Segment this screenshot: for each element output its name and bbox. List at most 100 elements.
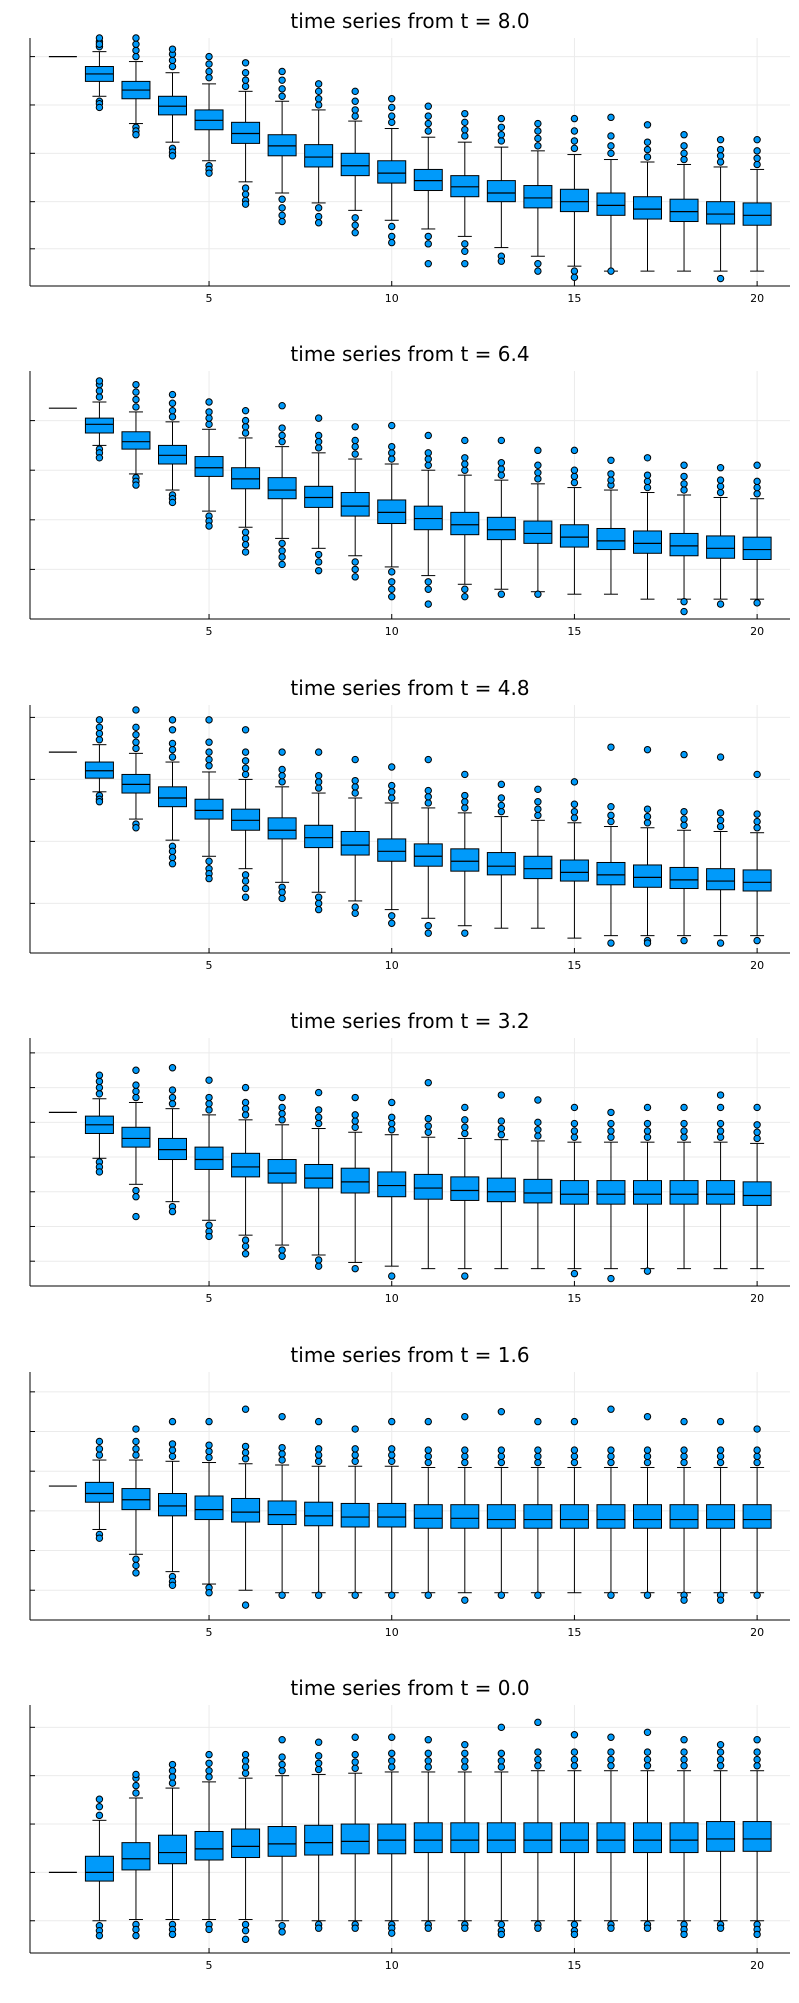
outlier-point: [461, 109, 469, 118]
outlier-point: [461, 929, 469, 937]
outlier-point: [314, 1113, 323, 1122]
outlier-point: [314, 1417, 323, 1426]
box-body: [413, 1173, 443, 1200]
outlier-point: [497, 1591, 506, 1599]
outlier-point: [278, 1928, 286, 1936]
box-15: [559, 1731, 589, 1939]
outlier-point: [388, 118, 396, 127]
outlier-point: [132, 1931, 140, 1940]
outlier-point: [607, 1733, 615, 1741]
box-8: [304, 80, 334, 227]
outlier-point: [753, 1458, 761, 1467]
outlier-point: [351, 1425, 359, 1433]
outlier-point: [461, 1924, 469, 1932]
box-10: [377, 95, 407, 247]
outlier-point: [168, 1930, 177, 1939]
box-11: [413, 755, 443, 937]
outlier-point: [168, 1452, 177, 1461]
outlier-point: [534, 805, 542, 813]
outlier-point: [461, 466, 469, 474]
outlier-point: [607, 267, 615, 275]
outlier-point: [461, 1763, 469, 1771]
box-body: [121, 773, 151, 794]
x-tick-label: 5: [206, 959, 213, 972]
box-body: [304, 1824, 334, 1856]
box-14: [523, 446, 553, 598]
outlier-point: [716, 488, 725, 497]
box-17: [633, 454, 662, 600]
box-8: [304, 748, 334, 914]
box-10: [377, 1098, 407, 1280]
box-5: [194, 1417, 224, 1597]
outlier-point: [716, 476, 725, 484]
outlier-point: [424, 585, 432, 593]
outlier-point: [607, 1762, 615, 1770]
outlier-point: [643, 1924, 652, 1932]
box-body: [231, 1828, 261, 1859]
outlier-point: [716, 1924, 725, 1932]
outlier-point: [241, 1757, 250, 1765]
box-body: [340, 1502, 370, 1528]
box-3: [121, 1066, 151, 1221]
box-10: [377, 763, 407, 927]
outlier-point: [497, 1124, 506, 1133]
outlier-point: [351, 1264, 359, 1273]
outlier-point: [314, 905, 323, 914]
outlier-point: [241, 1926, 250, 1935]
box-body: [523, 855, 553, 880]
outlier-point: [168, 745, 177, 754]
outlier-point: [607, 743, 615, 751]
x-tick-label: 15: [567, 1292, 581, 1305]
outlier-point: [278, 1736, 286, 1744]
box-body: [742, 1181, 772, 1206]
outlier-point: [314, 1752, 323, 1760]
outlier-point: [314, 1119, 323, 1128]
outlier-point: [132, 731, 140, 739]
outlier-point: [680, 1103, 688, 1112]
outlier-point: [132, 395, 140, 404]
outlier-point: [205, 67, 213, 76]
outlier-point: [497, 1117, 506, 1125]
outlier-point: [278, 424, 286, 432]
outlier-point: [95, 1931, 104, 1940]
box-body: [84, 417, 114, 434]
outlier-point: [241, 534, 250, 543]
outlier-point: [716, 1446, 725, 1454]
outlier-point: [643, 1452, 652, 1461]
outlier-point: [278, 217, 286, 226]
outlier-point: [534, 446, 542, 455]
box-body: [121, 1126, 151, 1148]
outlier-point: [753, 1755, 761, 1764]
box-2: [84, 34, 114, 112]
box-body: [523, 1178, 553, 1204]
outlier-point: [461, 126, 469, 134]
outlier-point: [388, 794, 396, 802]
outlier-point: [716, 464, 725, 472]
outlier-point: [388, 781, 396, 790]
box-17: [633, 1103, 662, 1275]
outlier-point: [241, 1111, 250, 1119]
box-12: [450, 1412, 480, 1604]
box-19: [706, 1740, 736, 1932]
outlier-point: [351, 423, 359, 431]
outlier-point: [314, 1451, 323, 1459]
outlier-point: [168, 399, 177, 407]
box-body: [486, 1822, 516, 1854]
outlier-point: [753, 770, 761, 779]
box-13: [486, 436, 516, 598]
box-body: [304, 144, 334, 168]
outlier-point: [205, 60, 213, 68]
outlier-point: [351, 450, 359, 458]
outlier-point: [168, 860, 177, 868]
outlier-point: [278, 1760, 286, 1769]
outlier-point: [278, 1591, 286, 1599]
outlier-point: [607, 1458, 615, 1467]
box-body: [377, 499, 407, 525]
box-16: [596, 1108, 626, 1283]
outlier-point: [351, 776, 359, 785]
outlier-point: [534, 811, 542, 820]
outlier-point: [424, 1114, 432, 1123]
box-11: [413, 1417, 443, 1599]
outlier-point: [643, 1755, 652, 1764]
outlier-point: [461, 118, 469, 127]
